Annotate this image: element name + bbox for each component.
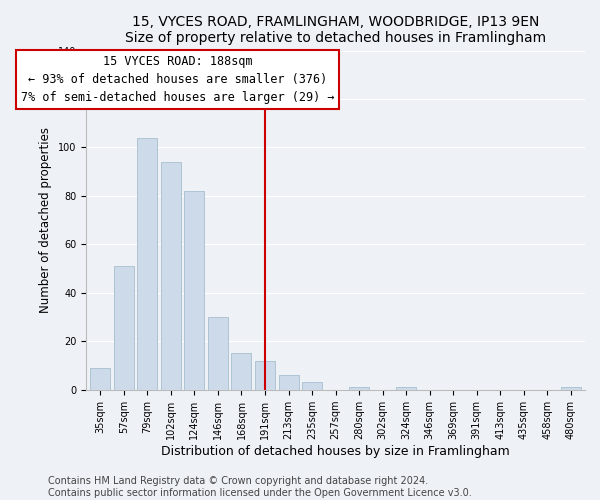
X-axis label: Distribution of detached houses by size in Framlingham: Distribution of detached houses by size … [161, 444, 510, 458]
Bar [114, 266, 134, 390]
Text: Contains HM Land Registry data © Crown copyright and database right 2024.
Contai: Contains HM Land Registry data © Crown c… [48, 476, 472, 498]
Bar [137, 138, 157, 390]
Bar [91, 368, 110, 390]
Bar [349, 388, 369, 390]
Text: 15 VYCES ROAD: 188sqm
← 93% of detached houses are smaller (376)
7% of semi-deta: 15 VYCES ROAD: 188sqm ← 93% of detached … [21, 55, 335, 104]
Bar [561, 388, 581, 390]
Bar [184, 191, 205, 390]
Bar [302, 382, 322, 390]
Bar [232, 354, 251, 390]
Bar [396, 388, 416, 390]
Y-axis label: Number of detached properties: Number of detached properties [40, 127, 52, 313]
Bar [255, 360, 275, 390]
Title: 15, VYCES ROAD, FRAMLINGHAM, WOODBRIDGE, IP13 9EN
Size of property relative to d: 15, VYCES ROAD, FRAMLINGHAM, WOODBRIDGE,… [125, 15, 546, 45]
Bar [208, 317, 228, 390]
Bar [161, 162, 181, 390]
Bar [278, 375, 299, 390]
